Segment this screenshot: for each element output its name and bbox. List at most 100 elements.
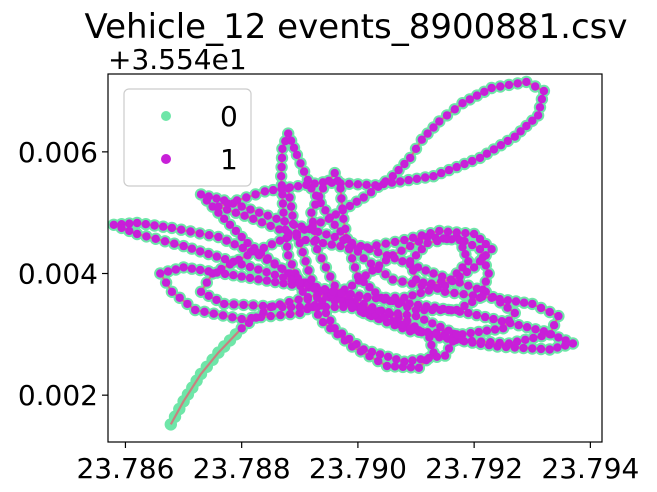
series-1-point [458, 99, 467, 108]
x-tick-label: 23.792 [425, 452, 523, 485]
series-1-point [278, 199, 288, 208]
series-1-point [117, 223, 126, 233]
series-1-point [275, 236, 285, 245]
series-1-point [296, 159, 305, 168]
series-1-point [313, 310, 323, 319]
series-1-point [411, 275, 421, 284]
series-1-point [196, 247, 205, 256]
series-1-point [262, 268, 271, 277]
series-1-point [480, 312, 490, 322]
series-1-point [503, 303, 512, 312]
series-1-point [284, 129, 293, 138]
series-1-point [249, 214, 258, 223]
series-1-point [397, 246, 406, 255]
legend: 0 1 [123, 88, 252, 187]
series-1-point [359, 345, 368, 354]
series-1-point [374, 356, 383, 366]
series-1-point [266, 311, 275, 321]
series-1-point [353, 180, 363, 189]
series-1-point [388, 172, 397, 181]
series-1-point [408, 356, 417, 365]
series-1-point [531, 325, 540, 334]
series-1-point [318, 318, 328, 327]
series-1-point [284, 184, 293, 193]
series-1-point [183, 299, 192, 309]
series-1-point [366, 305, 375, 314]
y-axis: 0.002 0.004 0.006 [18, 136, 108, 412]
series-1-point [428, 305, 437, 315]
series-1-point [301, 257, 310, 266]
series-1-point [554, 311, 563, 321]
legend-box [123, 88, 252, 187]
series-1-point [277, 172, 286, 181]
series-1-point [294, 295, 303, 304]
series-1-point [330, 232, 339, 242]
series-1-point [424, 286, 433, 295]
series-1-point [495, 338, 504, 348]
series-1-point [444, 344, 454, 353]
series-1-point [179, 263, 188, 272]
series-1-point [475, 257, 485, 266]
series-1-point [156, 269, 165, 278]
series-1-point [537, 332, 546, 341]
series-1-point [561, 341, 570, 350]
series-1-point [310, 284, 319, 293]
series-1-point [289, 143, 299, 152]
series-1-point [218, 311, 228, 320]
series-1-point [440, 281, 450, 290]
series-1-point [387, 178, 397, 187]
series-1-point [337, 329, 347, 338]
series-1-point [536, 344, 546, 354]
series-1-point [307, 208, 316, 217]
series-1-point [320, 285, 329, 294]
series-1-point [503, 136, 512, 146]
series-1-point [433, 236, 442, 246]
series-1-point [476, 337, 486, 346]
series-1-point [489, 145, 499, 154]
series-1-point [363, 243, 372, 252]
plot-area [108, 75, 580, 431]
series-1-point [316, 218, 325, 227]
series-1-point [474, 327, 483, 337]
series-1-point [279, 208, 288, 217]
series-1-point [337, 194, 346, 203]
series-1-point [398, 257, 407, 266]
series-1-point [504, 80, 514, 90]
series-1-point [429, 269, 438, 278]
x-tick-label: 23.790 [309, 452, 407, 485]
series-1-point [568, 339, 578, 348]
series-1-point [468, 291, 478, 300]
series-1-point [132, 218, 142, 228]
series-1-point [469, 229, 479, 239]
series-1-point [484, 269, 493, 278]
series-1-point [406, 153, 415, 163]
series-1-point [482, 326, 492, 335]
series-1-point [464, 308, 473, 318]
legend-label-series-0: 0 [220, 100, 238, 133]
series-1-point [460, 301, 469, 311]
series-1-point [260, 187, 270, 196]
series-1-point [398, 277, 407, 286]
series-1-point [421, 173, 430, 182]
series-1-point [245, 273, 255, 283]
plot-frame [107, 73, 603, 443]
series-1-point [390, 254, 399, 263]
series-1-point [487, 245, 496, 254]
series-1-point [266, 221, 275, 231]
series-1-point [362, 180, 371, 189]
series-1-point [310, 179, 319, 188]
series-1-point [429, 123, 438, 132]
series-1-point [251, 190, 260, 199]
series-1-point [238, 243, 247, 253]
series-1-point [196, 287, 206, 296]
series-1-point [287, 260, 296, 269]
series-1-point [196, 265, 205, 275]
series-1-point [533, 111, 543, 120]
series-1-point [347, 302, 357, 312]
series-1-point [345, 334, 354, 344]
y-tick-label: 0.004 [18, 258, 98, 291]
series-1-point [460, 159, 469, 169]
series-1-point [367, 347, 377, 357]
series-1-point [326, 272, 335, 281]
